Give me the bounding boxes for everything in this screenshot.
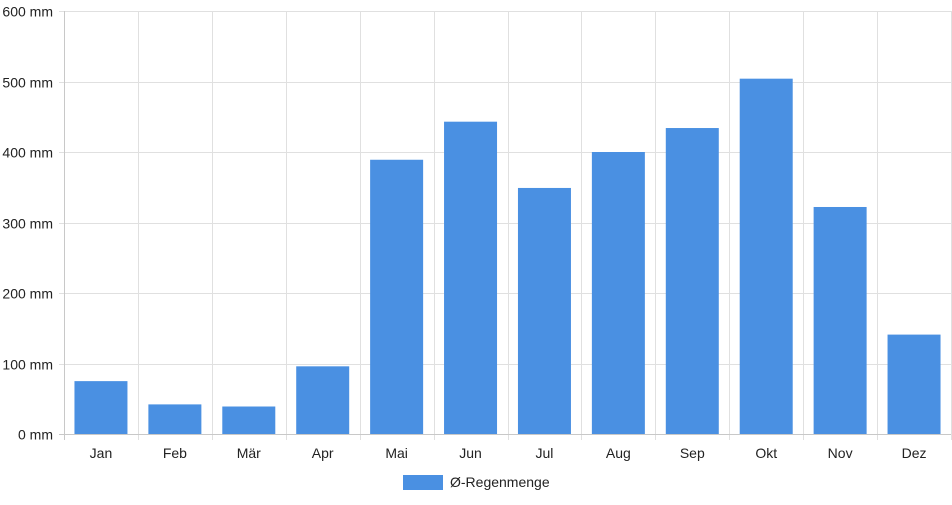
bar-jan	[74, 381, 128, 434]
bar-apr	[296, 366, 350, 434]
bar-jun	[444, 121, 498, 434]
x-tick-label: Okt	[755, 445, 777, 461]
bar-aug	[591, 152, 645, 434]
x-tick-label: Feb	[163, 445, 187, 461]
bar-sep	[665, 128, 719, 434]
legend: Ø-Regenmenge	[403, 474, 550, 490]
y-tick-label: 400 mm	[2, 145, 53, 161]
axis-layer: 0 mm 100 mm 200 mm 300 mm 400 mm 500 mm 600 mm…	[2, 4, 951, 461]
x-tick-label: Nov	[828, 445, 853, 461]
y-tick-label: 600 mm	[2, 4, 53, 20]
x-tick-label: Apr	[312, 445, 334, 461]
x-tick-label: Jan	[90, 445, 113, 461]
y-tick-label: 200 mm	[2, 286, 53, 302]
x-tick-label: Dez	[902, 445, 927, 461]
grid-layer	[59, 11, 952, 440]
y-tick-label: 100 mm	[2, 357, 53, 373]
bar-nov	[813, 206, 867, 434]
x-tick-label: Jul	[536, 445, 554, 461]
y-tick-label: 0 mm	[18, 427, 53, 443]
x-tick-label: Mär	[237, 445, 261, 461]
y-tick-label: 500 mm	[2, 75, 53, 91]
bar-feb	[148, 404, 202, 434]
bars-layer	[74, 78, 941, 435]
x-tick-label: Aug	[606, 445, 631, 461]
bar-dez	[887, 334, 941, 434]
y-tick-label: 300 mm	[2, 216, 53, 232]
legend-label: Ø-Regenmenge	[450, 474, 550, 490]
legend-swatch	[403, 475, 443, 490]
x-tick-label: Mai	[385, 445, 408, 461]
x-tick-label: Sep	[680, 445, 705, 461]
x-tick-label: Jun	[459, 445, 482, 461]
bar-okt	[739, 78, 793, 435]
bar-jul	[517, 187, 571, 434]
bar-mär	[222, 406, 276, 434]
bar-mai	[370, 159, 424, 434]
